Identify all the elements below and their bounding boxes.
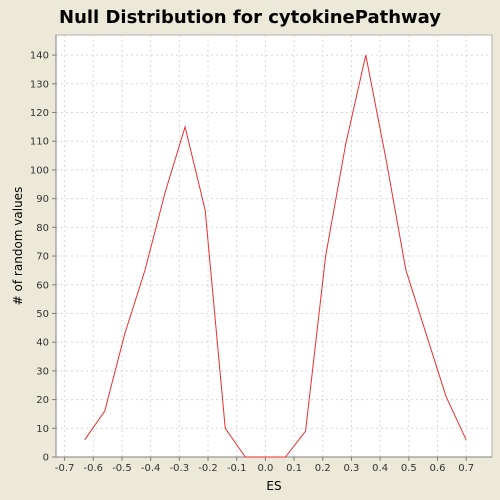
- y-tick-label: 20: [36, 395, 49, 406]
- y-tick-label: 60: [36, 280, 49, 291]
- x-tick-label: -0.1: [227, 463, 247, 474]
- y-tick-label: 110: [30, 137, 49, 148]
- x-tick-label: 0.2: [315, 463, 331, 474]
- x-tick-label: -0.7: [55, 463, 75, 474]
- x-tick-label: 0.0: [257, 463, 273, 474]
- y-tick-label: 140: [30, 51, 49, 62]
- x-tick-label: -0.5: [112, 463, 132, 474]
- y-tick-label: 50: [36, 309, 49, 320]
- y-tick-label: 80: [36, 223, 49, 234]
- axes: -0.7 -0.6 -0.5 -0.4 -0.3 -0.2 -0.1 0.0 0.1 0.2 0.3…: [30, 35, 492, 474]
- y-tick-label: 120: [30, 108, 49, 119]
- y-axis-label: # of random values: [11, 187, 25, 306]
- x-tick-label: 0.7: [458, 463, 474, 474]
- x-tick-label: 0.6: [430, 463, 446, 474]
- x-tick-label: 0.5: [401, 463, 417, 474]
- y-tick-label: 30: [36, 366, 49, 377]
- y-tick-label: 40: [36, 338, 49, 349]
- y-tick-label: 90: [36, 194, 49, 205]
- y-tick-label: 10: [36, 424, 49, 435]
- y-tick-label: 100: [30, 165, 49, 176]
- x-tick-label: -0.4: [141, 463, 161, 474]
- x-tick-label: 0.3: [343, 463, 359, 474]
- x-tick-label: -0.6: [84, 463, 104, 474]
- y-tick-label: 130: [30, 79, 49, 90]
- series-line: [84, 54, 467, 458]
- y-tick-label: 0: [43, 453, 49, 464]
- plot-area: [55, 34, 493, 458]
- x-axis-label: ES: [266, 479, 281, 493]
- y-tick-label: 70: [36, 252, 49, 263]
- series-layer: [84, 54, 467, 458]
- grid-lines: [56, 35, 492, 458]
- chart-title: Null Distribution for cytokinePathway: [59, 7, 441, 28]
- x-tick-label: -0.2: [198, 463, 218, 474]
- x-tick-label: 0.4: [372, 463, 388, 474]
- x-tick-label: -0.3: [170, 463, 190, 474]
- x-tick-label: 0.1: [286, 463, 302, 474]
